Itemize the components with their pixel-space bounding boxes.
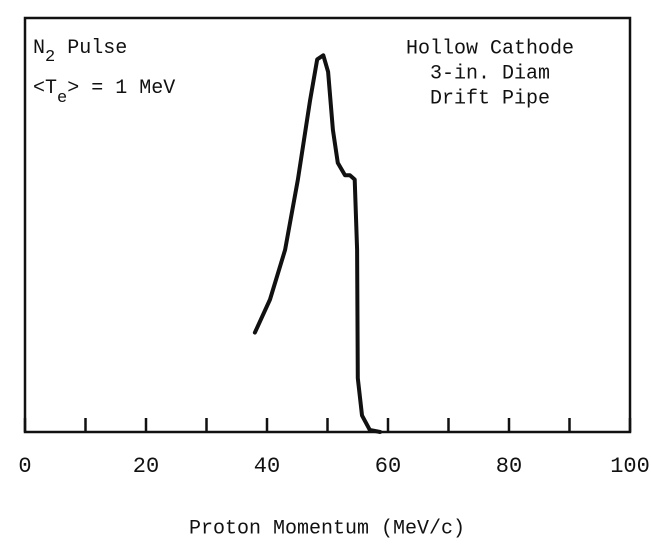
ann-part: Pulse <box>55 37 127 60</box>
ann-sub: e <box>57 89 67 108</box>
x-tick-label: 20 <box>133 454 159 479</box>
ann-sub: 2 <box>45 48 55 67</box>
ann-part: > = 1 MeV <box>67 77 175 100</box>
x-tick-label: 0 <box>18 454 31 479</box>
annotation-left-1: N2 Pulse <box>33 37 127 67</box>
annotation-right-2: 3-in. Diam <box>430 62 550 85</box>
annotation-right-3: Drift Pipe <box>430 87 550 110</box>
ann-part: <T <box>33 77 57 100</box>
x-tick-label: 40 <box>254 454 280 479</box>
x-tick-label: 80 <box>496 454 522 479</box>
x-axis-title: Proton Momentum (MeV/c) <box>189 517 465 540</box>
x-tick-label: 60 <box>375 454 401 479</box>
annotation-left-2: <Te> = 1 MeV <box>33 77 175 108</box>
annotation-right-1: Hollow Cathode <box>406 37 574 60</box>
data-line <box>252 53 383 434</box>
x-tick-label: 100 <box>610 454 650 479</box>
ann-part: N <box>33 37 45 60</box>
